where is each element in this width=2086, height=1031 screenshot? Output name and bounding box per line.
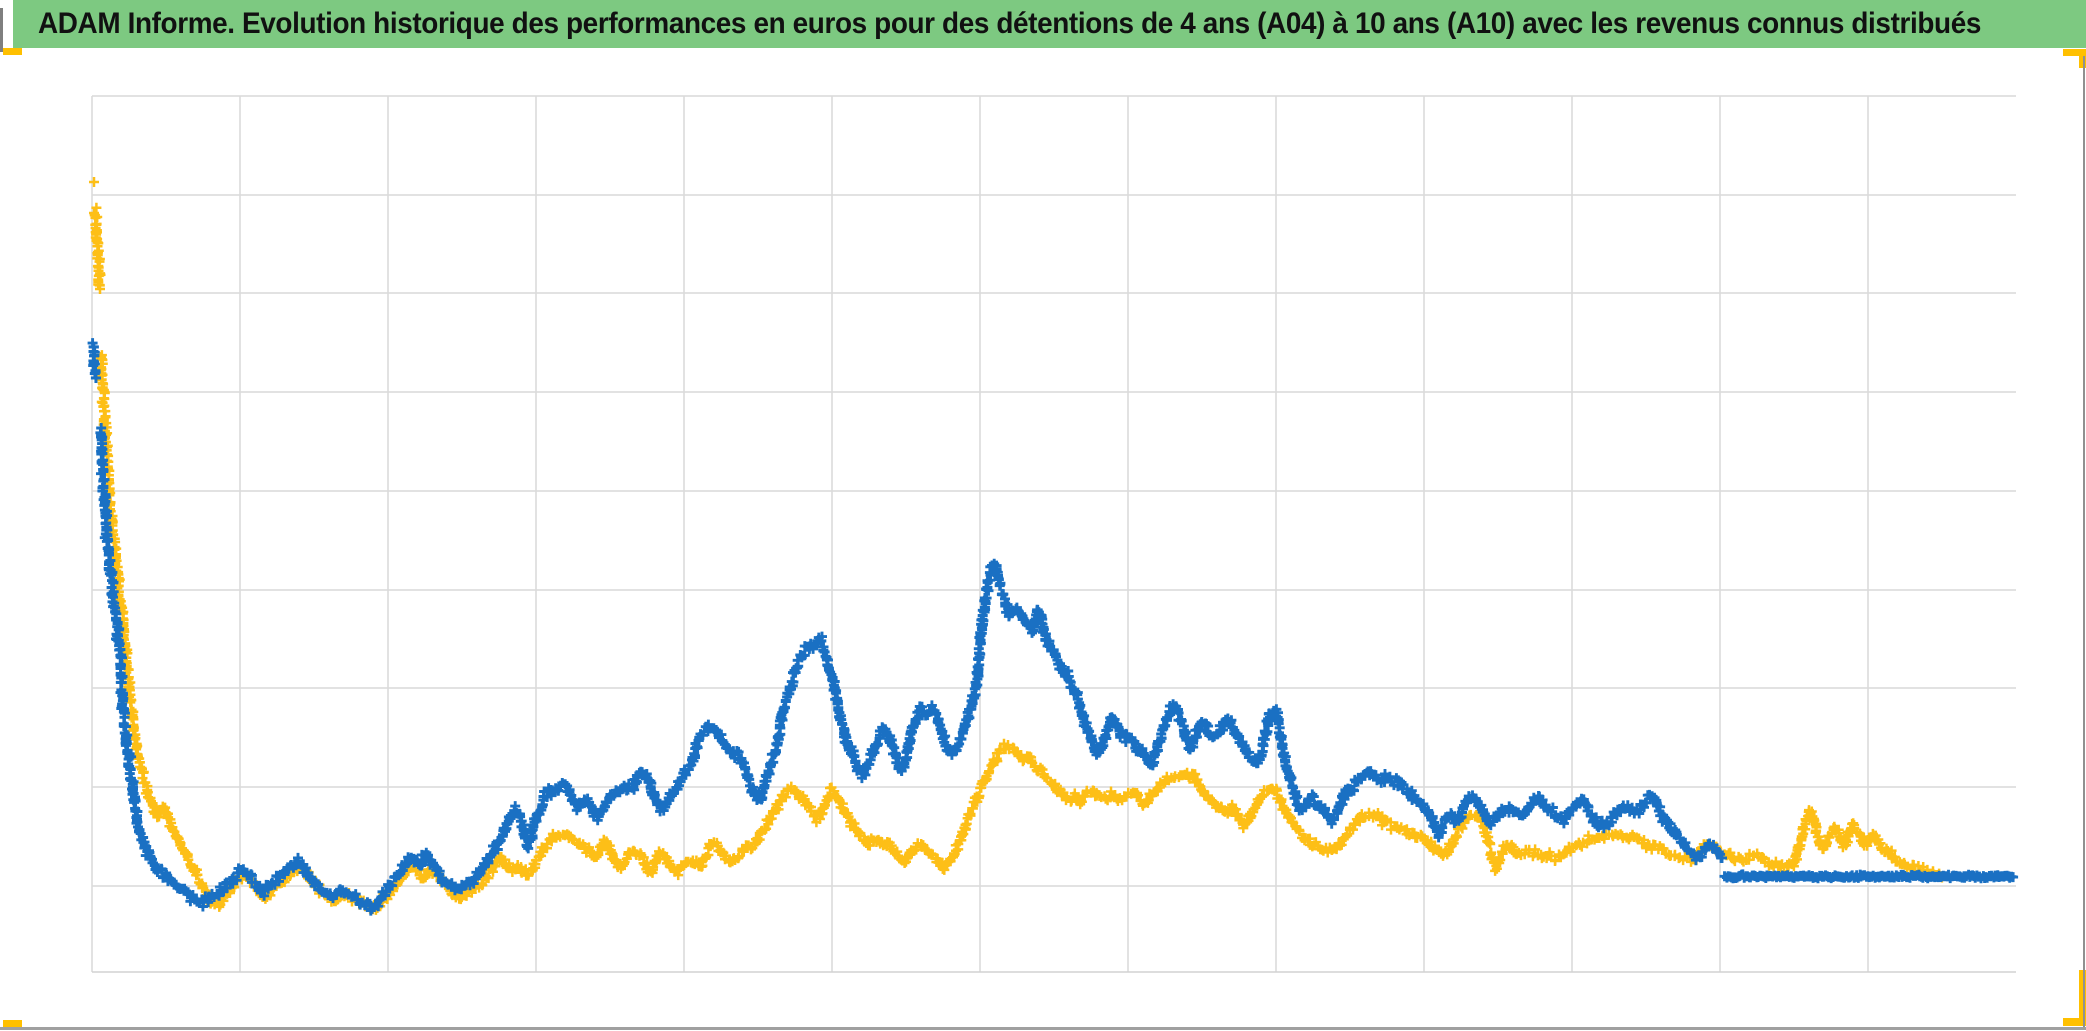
blue-series-markers: [87, 338, 2019, 916]
accent-top-left: [3, 48, 22, 55]
gold-series-markers: [89, 177, 1948, 915]
accent-bottom-right-horizontal: [2063, 1018, 2086, 1026]
title-bar: ADAM Informe. Evolution historique des p…: [13, 0, 2086, 48]
accent-bottom-left: [3, 1020, 22, 1028]
accent-top-right-horizontal: [2063, 49, 2086, 56]
accent-top-right-vertical: [2079, 49, 2086, 68]
page-bottom-border: [0, 1027, 2086, 1030]
page-title: ADAM Informe. Evolution historique des p…: [38, 7, 1981, 40]
window-edge-left: [0, 8, 3, 52]
page-right-border: [2083, 56, 2085, 1028]
accent-bottom-right-vertical: [2079, 970, 2086, 1026]
